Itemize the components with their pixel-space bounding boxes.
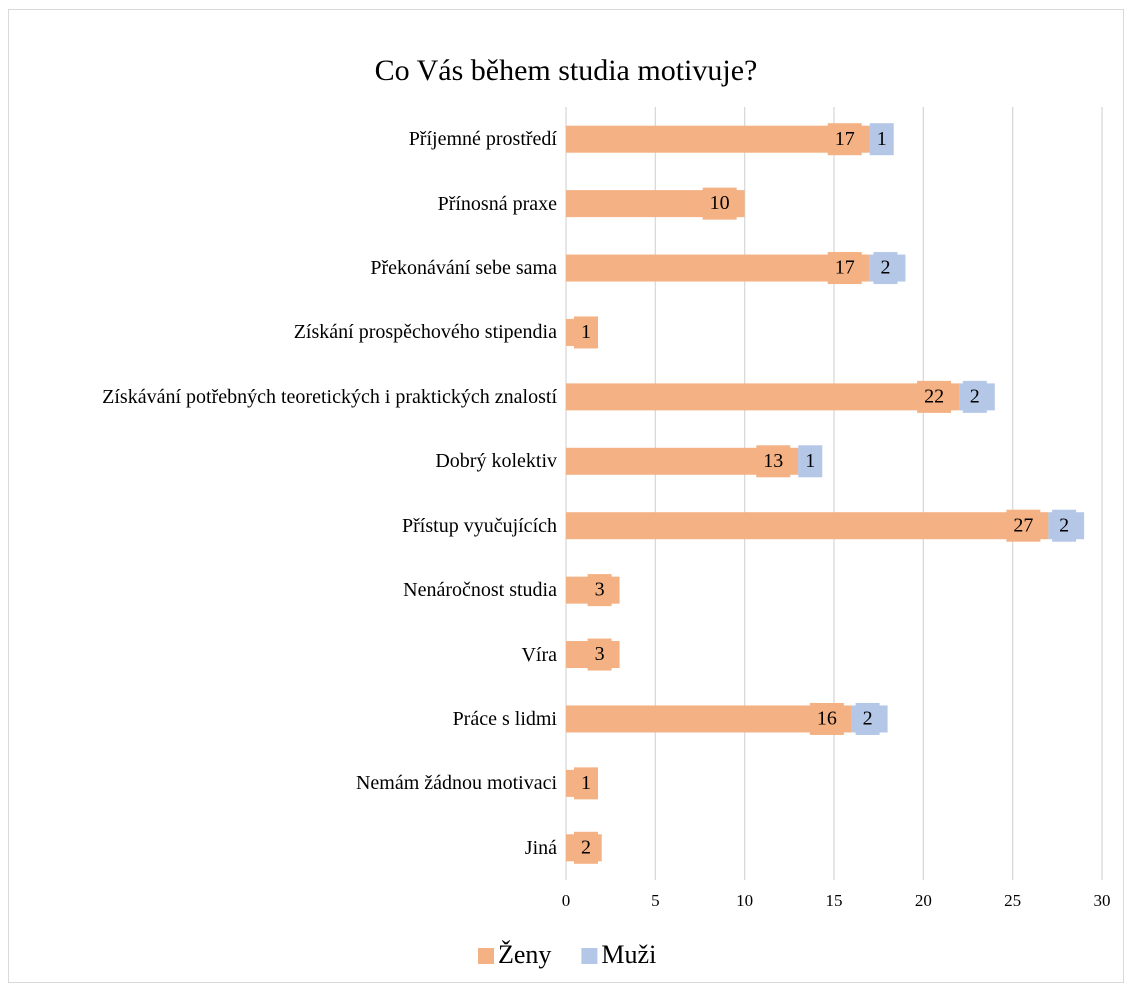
data-label-box — [1006, 509, 1041, 542]
data-label-box — [587, 574, 612, 607]
data-label: 27 — [1013, 514, 1033, 536]
data-label: 1 — [581, 321, 591, 343]
y-tick-label: Získávání potřebných teoretických i prak… — [102, 385, 557, 408]
y-tick-label: Práce s lidmi — [452, 707, 557, 730]
legend-swatch — [478, 948, 494, 964]
y-tick-label: Nemám žádnou motivaci — [355, 772, 557, 795]
data-label: 10 — [710, 192, 730, 214]
x-tick-label: 20 — [915, 891, 932, 910]
data-label-box — [873, 252, 898, 285]
x-tick-label: 5 — [651, 891, 660, 910]
data-label-box — [574, 831, 598, 864]
y-tick-label: Příjemné prostředí — [408, 128, 557, 151]
y-tick-label: Nenáročnost studia — [403, 579, 557, 602]
data-label: 1 — [805, 450, 815, 472]
y-tick-label: Přístup vyučujících — [402, 514, 557, 537]
x-tick-label: 0 — [562, 891, 571, 910]
data-label: 2 — [581, 836, 591, 858]
data-label-box — [809, 702, 844, 735]
chart-title: Co Vás během studia motivuje? — [375, 54, 758, 87]
data-label-box — [917, 380, 952, 413]
y-tick-label: Dobrý kolektiv — [435, 450, 557, 473]
data-label: 2 — [863, 708, 873, 730]
data-label: 13 — [763, 450, 783, 472]
chart-border — [8, 9, 1124, 983]
data-label-box — [827, 123, 862, 156]
y-tick-label: Jiná — [524, 836, 557, 859]
data-label: 1 — [581, 772, 591, 794]
data-label-box — [869, 123, 894, 156]
legend-label: Ženy — [498, 940, 551, 969]
data-label-box — [756, 445, 791, 478]
data-label: 3 — [595, 579, 605, 601]
data-label-box — [798, 445, 823, 478]
data-label: 2 — [1059, 514, 1069, 536]
data-label: 2 — [880, 257, 890, 279]
data-label-box — [827, 252, 862, 285]
y-tick-label: Víra — [521, 643, 557, 666]
data-label-box — [855, 702, 880, 735]
x-tick-label: 15 — [826, 891, 843, 910]
data-label-box — [574, 767, 598, 800]
data-label-box — [1052, 509, 1077, 542]
y-tick-label: Získání prospěchového stipendia — [293, 321, 557, 344]
bar — [566, 254, 870, 282]
data-label: 16 — [817, 708, 837, 730]
data-label-box — [702, 187, 737, 220]
legend-swatch — [581, 948, 598, 964]
data-label: 17 — [835, 257, 855, 279]
data-label: 1 — [877, 128, 887, 150]
bar — [566, 512, 1049, 540]
data-label: 2 — [970, 385, 980, 407]
bar — [566, 125, 870, 153]
legend-label: Muži — [601, 940, 656, 969]
data-label-box — [962, 380, 987, 413]
data-label: 22 — [924, 385, 944, 407]
y-tick-label: Překonávání sebe sama — [370, 257, 557, 280]
bar — [566, 705, 852, 733]
x-tick-label: 30 — [1094, 891, 1111, 910]
y-tick-label: Přínosná praxe — [437, 192, 557, 215]
x-tick-label: 10 — [736, 891, 753, 910]
bar — [566, 383, 960, 411]
data-label: 3 — [595, 643, 605, 665]
data-label-box — [587, 638, 612, 671]
x-tick-label: 25 — [1004, 891, 1021, 910]
data-label: 17 — [835, 128, 855, 150]
data-label-box — [574, 316, 598, 349]
